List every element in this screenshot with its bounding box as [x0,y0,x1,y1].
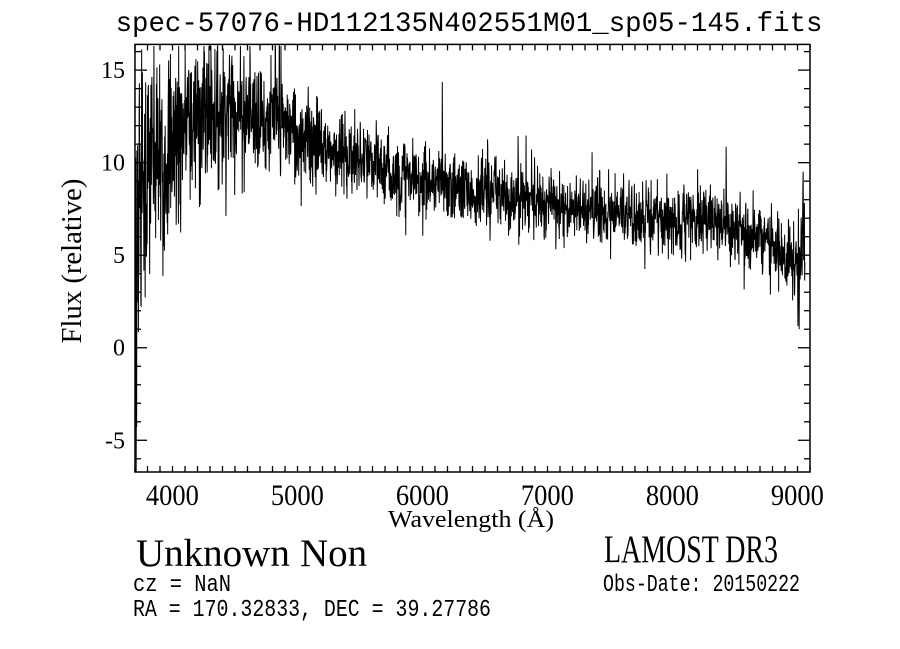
svg-text:Flux (relative): Flux (relative) [56,179,88,344]
svg-text:Obs-Date: 20150222: Obs-Date: 20150222 [603,572,800,599]
svg-text:Wavelength (Å): Wavelength (Å) [388,507,554,533]
svg-text:RA = 170.32833, DEC = 39.2778: RA = 170.32833, DEC = 39.27786 [133,597,491,624]
svg-text:Unknown: Unknown [136,532,290,575]
svg-text:0: 0 [113,336,125,362]
svg-text:8000: 8000 [646,479,699,512]
svg-text:5000: 5000 [271,479,324,512]
svg-text:cz = NaN: cz = NaN [133,572,231,599]
svg-text:4000: 4000 [146,479,199,512]
svg-text:spec-57076-HD112135N402551M01_: spec-57076-HD112135N402551M01_sp05-145.f… [116,9,823,40]
svg-text:Non: Non [300,532,367,575]
svg-text:9000: 9000 [771,479,824,512]
svg-text:15: 15 [101,58,125,84]
svg-text:LAMOST DR3: LAMOST DR3 [604,528,778,571]
svg-text:-5: -5 [105,428,125,454]
svg-text:10: 10 [101,151,125,177]
svg-text:5: 5 [113,243,125,269]
